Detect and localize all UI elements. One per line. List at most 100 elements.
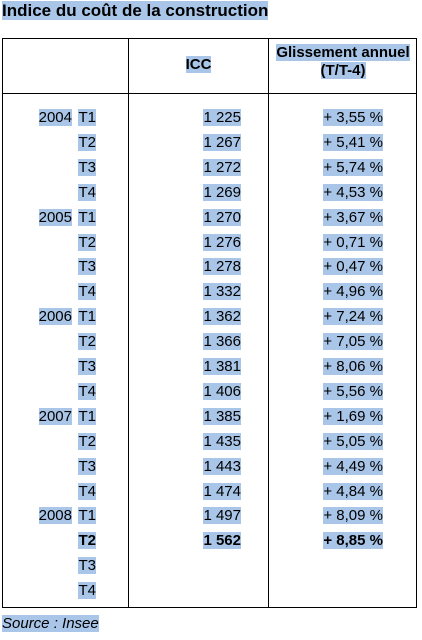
cell: 2006 [38,308,72,326]
cell: T3 [78,258,96,276]
header-text: ICC [185,56,212,73]
cell: T1 [78,308,96,326]
cell-text: + 5,41 % [323,133,383,151]
cell-text: 2004 [38,109,72,126]
cell: 1 267 [203,133,241,152]
cell-text: 1 267 [203,133,241,151]
cell-text: + 8,09 % [323,507,383,525]
cell-text: 2008 [38,507,72,525]
cell-text: + 4,49 % [323,457,383,475]
cell: + 8,85 % [323,532,383,550]
cell-text: + 8,85 % [323,532,383,550]
cell-text: T2 [78,432,96,450]
cell: 1 406 [203,382,241,401]
cell-text: 1 362 [203,308,241,326]
cell: + 4,53 % [323,183,383,202]
cell-text: T2 [78,133,96,151]
header-cell: Glissement annuel (T/T-4) [275,44,411,80]
cell-text: 1 443 [203,457,241,475]
cell: T3 [78,358,96,376]
cell-text: + 0,71 % [323,233,383,251]
cell: + 5,05 % [323,432,383,451]
cell-text: T4 [78,382,96,400]
cell-text: T2 [78,532,96,550]
cell-text: 1 278 [203,258,241,276]
cell: 1 497 [203,507,241,525]
cell: 1 443 [203,457,241,476]
cell: T4 [78,582,96,600]
source: Source : Insee [2,615,99,632]
column-rule [268,39,269,607]
cell-text: T3 [78,457,96,475]
source-text: Source : Insee [2,615,99,632]
cell-text: + 3,67 % [323,208,383,226]
table: ICC Glissement annuel (T/T-4) [2,38,417,608]
cell: T2 [78,333,96,351]
cell-text: + 4,84 % [323,482,383,500]
cell: 1 225 [203,109,241,127]
cell: + 0,71 % [323,233,383,252]
cell-text: 1 497 [203,507,241,525]
cell-text: + 7,24 % [323,308,383,326]
cell-text: T4 [78,183,96,201]
cell-text: + 7,05 % [323,333,383,351]
header-rule [3,93,416,94]
cell-text: T1 [78,208,96,226]
cell: 1 435 [203,432,241,451]
cell: T1 [78,507,96,525]
cell: + 4,96 % [323,283,383,301]
cell-text: T2 [78,233,96,251]
cell: 1 272 [203,158,241,177]
cell-text: + 1,69 % [323,407,383,425]
cell-text: T3 [78,258,96,276]
cell: T2 [78,532,96,550]
cell: 1 269 [203,183,241,202]
cell: T4 [78,482,96,501]
cell-text: 2007 [38,407,72,425]
header-text: Glissement annuel (T/T-4) [276,44,410,79]
cell-text: 1 272 [203,158,241,176]
cell: + 5,74 % [323,158,383,177]
cell: 1 562 [203,532,241,550]
cell-text: 2006 [38,308,72,326]
cell: + 5,41 % [323,133,383,152]
cell: + 1,69 % [323,407,383,426]
cell: 2007 [38,407,72,426]
cell: + 8,06 % [323,358,383,376]
cell-text: 1 225 [203,109,241,126]
cell-text: 1 435 [203,432,241,450]
cell-text: T2 [78,333,96,351]
cell: 1 366 [203,333,241,351]
cell-text: T3 [78,358,96,375]
cell: T2 [78,233,96,252]
cell: T1 [78,407,96,426]
cell: 1 381 [203,358,241,376]
cell: + 3,67 % [323,208,383,227]
cell-text: 1 406 [203,382,241,400]
cell-text: 1 366 [203,333,241,351]
cell: + 8,09 % [323,507,383,525]
cell-text: T4 [78,283,96,301]
cell-text: T3 [78,158,96,176]
cell: T2 [78,133,96,152]
cell: 1 278 [203,258,241,276]
cell-text: + 4,96 % [323,283,383,301]
cell-text: 1 474 [203,482,241,500]
cell-text: T4 [78,482,96,500]
header-cell: ICC [129,56,268,74]
cell-text: 1 270 [203,208,241,226]
cell-text: T4 [78,582,96,600]
cell: 1 276 [203,233,241,252]
cell-text: 1 385 [203,407,241,425]
cell-text: + 3,55 % [323,109,383,126]
cell-text: + 5,56 % [323,382,383,400]
cell-text: 1 276 [203,233,241,251]
cell: T2 [78,432,96,451]
cell-text: + 0,47 % [323,258,383,276]
cell: 2008 [38,507,72,525]
title: Indice du coût de la construction [2,1,269,21]
cell-text: 1 381 [203,358,241,375]
cell: T1 [78,208,96,227]
cell: T3 [78,457,96,476]
